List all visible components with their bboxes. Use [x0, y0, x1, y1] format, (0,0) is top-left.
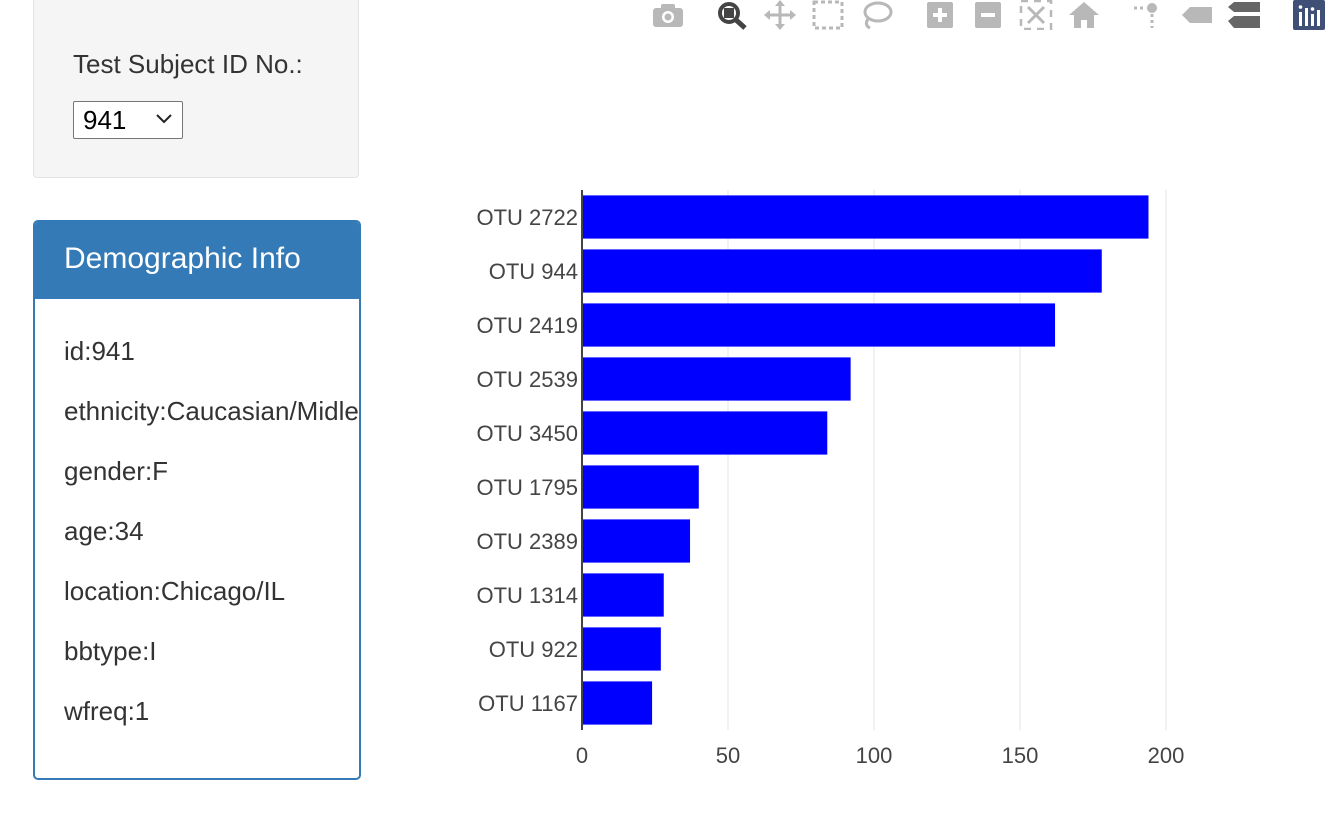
panel-heading: Demographic Info	[35, 222, 359, 299]
info-age: age:34	[64, 516, 144, 546]
bar[interactable]	[582, 249, 1102, 293]
otu-bar-chart: OTU 2722 OTU 944 OTU 2419 OTU 2539 OTU 3450 O…	[420, 170, 1280, 780]
y-tick-label: OTU 2389	[477, 529, 579, 554]
selector-label: Test Subject ID No.:	[73, 49, 303, 79]
camera-icon[interactable]	[650, 0, 686, 30]
bar[interactable]	[582, 681, 653, 725]
zoom-in-icon[interactable]	[922, 0, 958, 30]
y-tick-label: OTU 3450	[477, 421, 579, 446]
y-tick-label: OTU 1167	[478, 691, 578, 716]
hover-compare-icon[interactable]	[1226, 0, 1262, 30]
bar[interactable]	[582, 411, 828, 455]
info-gender: gender:F	[64, 456, 169, 486]
y-tick-label: OTU 944	[489, 259, 578, 284]
y-tick-label: OTU 2722	[477, 205, 579, 230]
lasso-select-icon[interactable]	[858, 0, 894, 30]
autoscale-icon[interactable]	[1018, 0, 1054, 30]
y-tick-label: OTU 1795	[477, 475, 579, 500]
bar[interactable]	[582, 573, 664, 617]
plotly-logo-icon[interactable]	[1290, 0, 1326, 30]
x-tick-label: 0	[576, 743, 588, 768]
bar[interactable]	[582, 465, 699, 509]
y-tick-label: OTU 1314	[477, 583, 579, 608]
info-location: location:Chicago/IL	[64, 576, 286, 606]
selector-well: Test Subject ID No.: 941	[33, 0, 359, 178]
pan-icon[interactable]	[762, 0, 798, 30]
bar[interactable]	[582, 519, 691, 563]
x-tick-label: 100	[856, 743, 893, 768]
x-tick-label: 50	[716, 743, 740, 768]
spike-lines-icon[interactable]	[1130, 0, 1166, 30]
bar-chart-svg[interactable]: OTU 2722 OTU 944 OTU 2419 OTU 2539 OTU 3450 O…	[420, 170, 1280, 780]
info-wfreq: wfreq:1	[64, 696, 150, 726]
bar[interactable]	[582, 303, 1056, 347]
chart-modebar	[650, 0, 1327, 34]
zoom-icon[interactable]	[714, 0, 750, 30]
box-select-icon[interactable]	[810, 0, 846, 30]
bar[interactable]	[582, 195, 1149, 239]
info-id: id:941	[64, 336, 135, 366]
y-tick-label: OTU 2419	[477, 313, 579, 338]
y-tick-label: OTU 2539	[477, 367, 579, 392]
panel-title: Demographic Info	[64, 242, 301, 275]
zoom-out-icon[interactable]	[970, 0, 1006, 30]
x-tick-label: 200	[1148, 743, 1185, 768]
x-tick-label: 150	[1002, 743, 1039, 768]
chevron-down-icon	[156, 114, 172, 124]
info-ethnicity: ethnicity:Caucasian/Midleastern	[64, 396, 359, 426]
reset-axes-icon[interactable]	[1066, 0, 1102, 30]
bar[interactable]	[582, 627, 661, 671]
hover-closest-icon[interactable]	[1178, 0, 1214, 30]
subject-id-select-value: 941	[83, 105, 127, 135]
info-bbtype: bbtype:I	[64, 636, 157, 666]
subject-id-select[interactable]: 941	[73, 101, 183, 139]
bar[interactable]	[582, 357, 851, 401]
y-tick-label: OTU 922	[489, 637, 578, 662]
demographic-panel: Demographic Info id:941 ethnicity:Caucas…	[33, 220, 361, 780]
